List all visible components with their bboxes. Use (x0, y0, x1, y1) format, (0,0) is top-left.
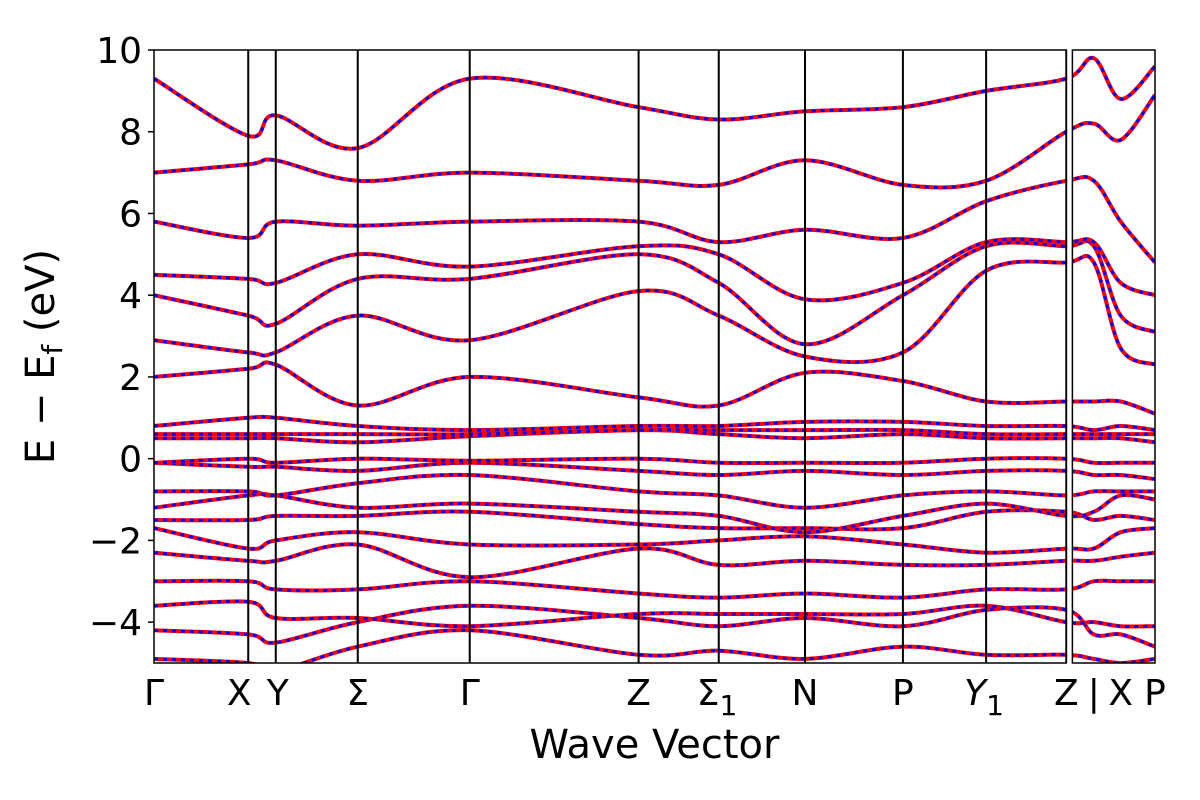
y-tick-label: 8 (119, 113, 142, 154)
band-line-dashed-10 (154, 456, 1155, 465)
y-tick-label: 4 (119, 276, 142, 317)
x-tick-label: | (1088, 673, 1100, 714)
band-line-dashed-2 (154, 599, 1155, 629)
y-tick-label: −4 (89, 603, 142, 644)
x-tick-label: Σ1 (697, 673, 738, 722)
band-line-dashed-20 (154, 56, 1155, 151)
x-tick-label: N (792, 673, 819, 714)
band-line-dashed-11 (154, 428, 1155, 444)
band-line-dashed-7 (154, 492, 1155, 534)
y-tick-label: 6 (119, 194, 142, 235)
y-axis-label: E − Ef (eV) (18, 249, 69, 464)
band-line-dashed-15 (154, 254, 1155, 367)
band-line-16 (154, 239, 1155, 347)
band-line-dashed-14 (154, 360, 1155, 416)
x-tick-label: Σ (346, 673, 369, 714)
y-axis-ticks: 10 8 6 4 2 0 −2 −4 (89, 31, 154, 644)
frame-left (153, 49, 1068, 664)
x-tick-label: Z (626, 673, 651, 714)
band-line-dashed-8 (154, 473, 1155, 510)
band-line-20 (154, 55, 1155, 151)
band-line-dashed-19 (154, 94, 1155, 189)
x-tick-label: Y1 (964, 673, 1004, 722)
x-tick-label: X (227, 673, 252, 714)
y-tick-label: 10 (96, 31, 142, 72)
band-line-18 (154, 174, 1155, 264)
band-line-dashed-17 (154, 237, 1155, 302)
x-tick-label: P (1144, 673, 1166, 714)
band-line-4 (154, 542, 1155, 580)
x-tick-label: Γ (144, 673, 164, 714)
band-line-dashed-6 (154, 508, 1155, 531)
axis-break-gap (1067, 48, 1073, 665)
band-line-dashed-13 (154, 415, 1155, 432)
band-line-10 (154, 456, 1155, 466)
y-tick-label: 0 (119, 440, 142, 481)
x-tick-label: Y (266, 673, 290, 714)
band-line-dashed-3 (154, 579, 1155, 600)
x-tick-label: Z (1054, 673, 1079, 714)
band-line-dashed-18 (154, 175, 1155, 264)
y-tick-label: −2 (89, 521, 142, 562)
x-tick-label: P (892, 673, 914, 714)
plot-frame (153, 49, 1156, 664)
band-line-14 (154, 360, 1155, 416)
band-line-9 (154, 460, 1155, 482)
band-line-3 (154, 578, 1155, 600)
bands-group (154, 55, 1155, 663)
x-tick-label: X (1108, 673, 1133, 714)
y-tick-label: 2 (119, 358, 142, 399)
band-line-dashed-12 (154, 428, 1155, 436)
frame-right (1071, 49, 1156, 664)
band-line-dashed-9 (154, 461, 1155, 481)
x-axis-label: Wave Vector (530, 722, 781, 768)
x-tick-label: Γ (460, 673, 480, 714)
x-axis-ticks: Γ X Y Σ Γ Z Σ1 N P Y1 Z | X P (144, 673, 1166, 722)
band-line-dashed-5 (154, 526, 1155, 555)
